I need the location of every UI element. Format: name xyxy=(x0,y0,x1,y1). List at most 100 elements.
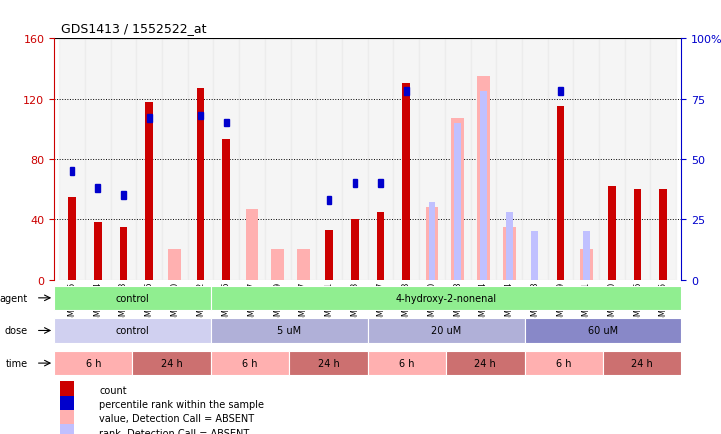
Bar xyxy=(342,39,368,280)
Text: 24 h: 24 h xyxy=(318,358,340,368)
Bar xyxy=(147,115,151,122)
Bar xyxy=(70,168,74,175)
Bar xyxy=(404,88,409,96)
Bar xyxy=(54,319,211,343)
Bar xyxy=(120,227,128,280)
Bar xyxy=(61,424,74,434)
Bar xyxy=(59,39,85,280)
Text: time: time xyxy=(6,358,28,368)
Bar xyxy=(121,192,125,199)
Bar xyxy=(187,39,213,280)
Bar xyxy=(146,102,153,280)
Bar xyxy=(297,250,310,280)
Bar xyxy=(213,39,239,280)
Bar xyxy=(94,223,102,280)
Bar xyxy=(480,92,487,280)
Text: 6 h: 6 h xyxy=(242,358,258,368)
Bar xyxy=(85,39,110,280)
Bar xyxy=(505,213,513,280)
Text: agent: agent xyxy=(0,293,28,303)
Bar xyxy=(136,39,162,280)
Bar xyxy=(198,112,203,120)
Bar xyxy=(61,410,74,427)
Bar xyxy=(446,351,524,375)
Bar xyxy=(162,39,187,280)
Bar xyxy=(265,39,291,280)
Bar xyxy=(580,250,593,280)
Bar xyxy=(211,351,289,375)
Bar xyxy=(239,39,265,280)
Bar xyxy=(317,39,342,280)
Bar xyxy=(522,39,548,280)
Bar xyxy=(425,207,438,280)
Bar xyxy=(603,351,681,375)
Text: rank, Detection Call = ABSENT: rank, Detection Call = ABSENT xyxy=(99,428,249,434)
Bar xyxy=(61,381,74,398)
Bar xyxy=(54,286,211,310)
Text: 24 h: 24 h xyxy=(632,358,653,368)
Bar xyxy=(548,39,573,280)
Bar xyxy=(368,39,394,280)
Bar xyxy=(68,197,76,280)
Bar xyxy=(197,89,205,280)
Bar xyxy=(650,39,676,280)
Text: 60 uM: 60 uM xyxy=(588,326,618,335)
Text: dose: dose xyxy=(5,326,28,335)
Bar xyxy=(394,39,419,280)
Bar xyxy=(61,396,74,412)
Text: 6 h: 6 h xyxy=(86,358,101,368)
Bar xyxy=(271,250,284,280)
Bar xyxy=(379,180,383,187)
Bar xyxy=(496,39,522,280)
Bar xyxy=(223,140,230,280)
Text: 20 uM: 20 uM xyxy=(431,326,461,335)
Text: 6 h: 6 h xyxy=(556,358,572,368)
Text: percentile rank within the sample: percentile rank within the sample xyxy=(99,399,264,409)
Bar xyxy=(660,190,667,280)
Text: 24 h: 24 h xyxy=(161,358,182,368)
Bar xyxy=(211,286,681,310)
Bar xyxy=(660,220,667,280)
Text: 4-hydroxy-2-nonenal: 4-hydroxy-2-nonenal xyxy=(396,293,497,303)
Bar xyxy=(531,232,539,280)
Bar xyxy=(291,39,317,280)
Bar xyxy=(169,250,181,280)
Bar xyxy=(634,220,641,280)
Bar xyxy=(609,224,616,280)
Text: GDS1413 / 1552522_at: GDS1413 / 1552522_at xyxy=(61,22,207,35)
Bar xyxy=(583,232,590,280)
Bar xyxy=(557,107,565,280)
Bar xyxy=(353,180,357,187)
Text: value, Detection Call = ABSENT: value, Detection Call = ABSENT xyxy=(99,414,255,424)
Text: 6 h: 6 h xyxy=(399,358,415,368)
Bar xyxy=(454,123,461,280)
Bar xyxy=(625,39,650,280)
Bar xyxy=(573,39,599,280)
Bar xyxy=(327,197,332,204)
Bar xyxy=(246,209,258,280)
Bar xyxy=(524,351,603,375)
Bar xyxy=(224,120,229,127)
Bar xyxy=(289,351,368,375)
Bar xyxy=(634,190,642,280)
Text: 24 h: 24 h xyxy=(474,358,496,368)
Bar xyxy=(402,84,410,280)
Bar xyxy=(376,212,384,280)
Text: count: count xyxy=(99,385,127,395)
Bar xyxy=(558,88,563,96)
Bar xyxy=(471,39,496,280)
Text: control: control xyxy=(115,293,149,303)
Bar xyxy=(599,39,625,280)
Bar xyxy=(368,319,524,343)
Bar xyxy=(419,39,445,280)
Bar xyxy=(368,351,446,375)
Text: 5 uM: 5 uM xyxy=(278,326,301,335)
Bar xyxy=(477,77,490,280)
Bar xyxy=(54,351,133,375)
Bar xyxy=(608,187,616,280)
Bar xyxy=(95,184,100,192)
Bar xyxy=(503,227,516,280)
Bar xyxy=(110,39,136,280)
Bar xyxy=(325,230,333,280)
Bar xyxy=(428,203,435,280)
